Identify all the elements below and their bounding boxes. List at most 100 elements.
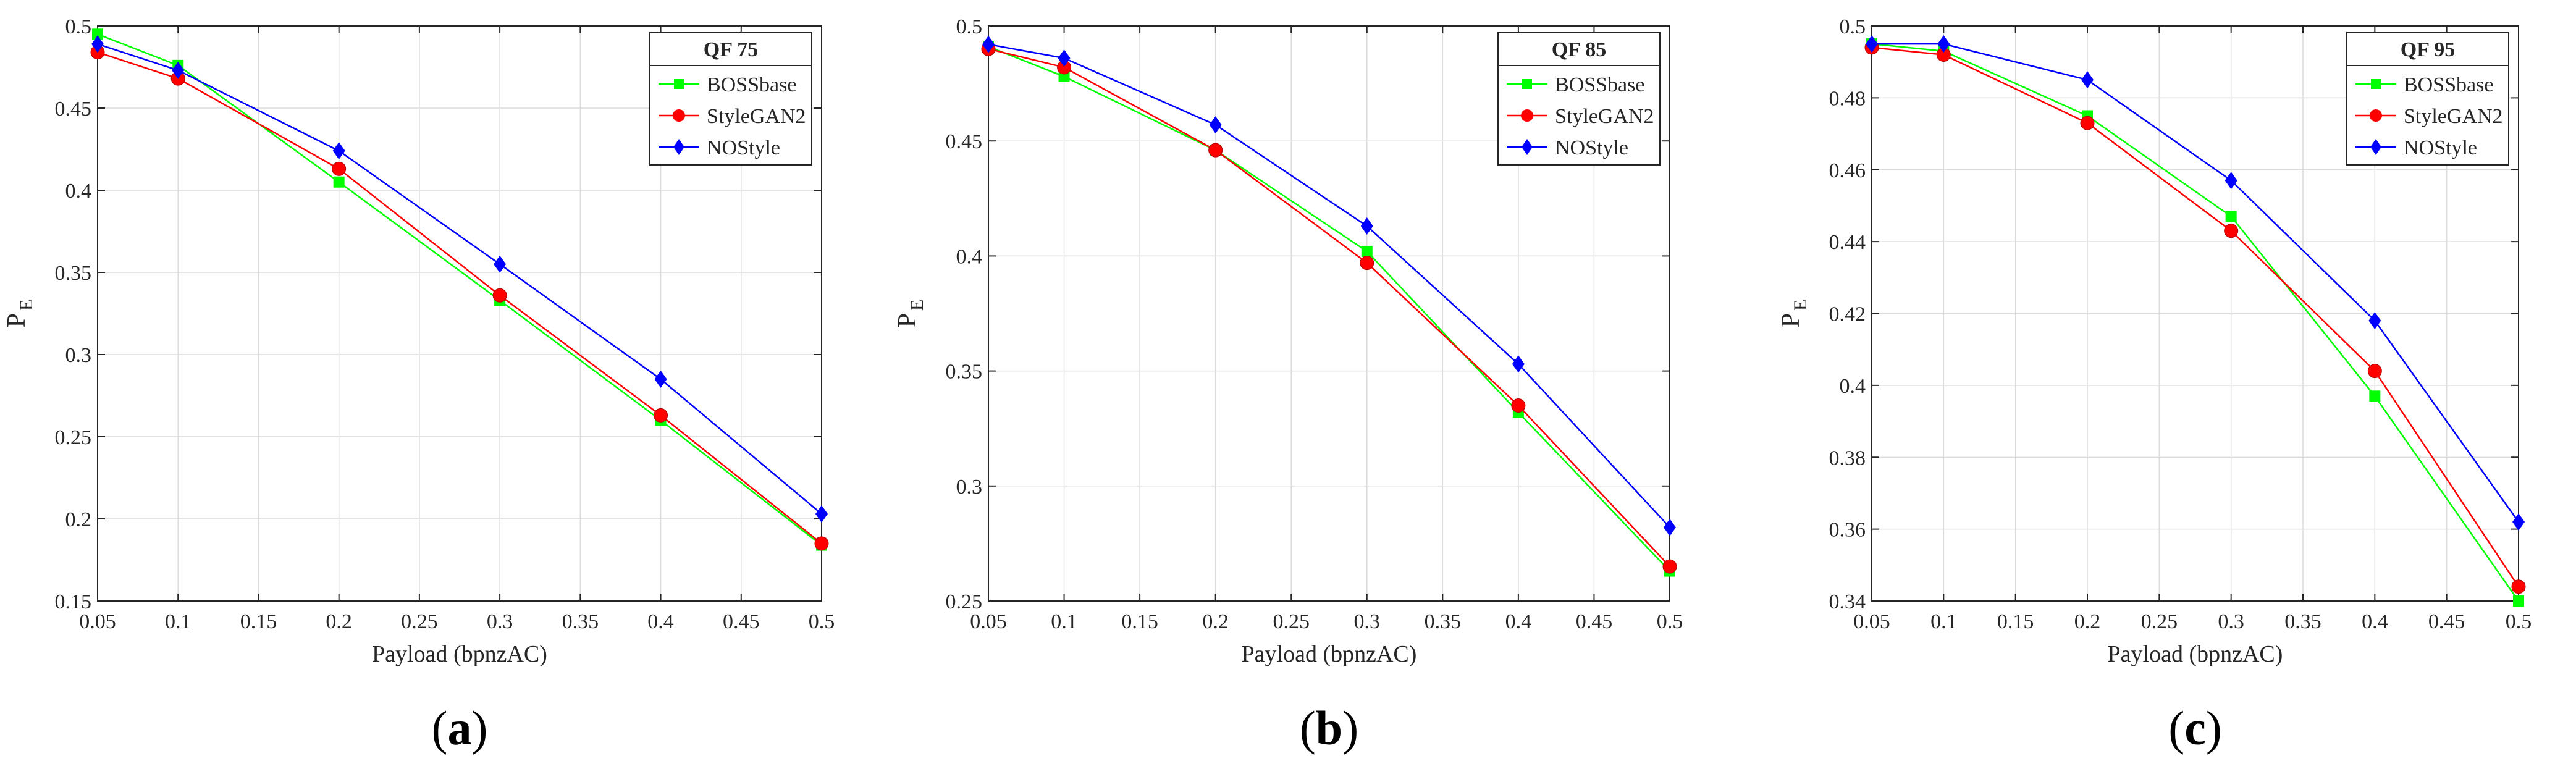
data-point-nostyle [1664, 518, 1676, 536]
x-tick-label: 0.1 [1051, 610, 1077, 633]
data-point-stylegan2 [1662, 559, 1677, 574]
x-tick-label: 0.2 [2074, 610, 2101, 633]
x-axis-label: Payload (bpnzAC) [2108, 641, 2283, 667]
y-tick-label: 0.5 [65, 15, 92, 38]
legend-entry-nostyle: NOStyle [707, 137, 780, 159]
y-tick-label: 0.5 [1840, 15, 1866, 38]
y-axis-label-subscript: E [1790, 300, 1811, 311]
x-tick-label: 0.45 [2428, 610, 2465, 633]
data-point-nostyle [1937, 35, 1950, 53]
legend-marker-diamond [1522, 139, 1533, 155]
y-tick-label: 0.38 [1829, 447, 1866, 469]
legend-entry-stylegan2: StyleGAN2 [707, 105, 806, 128]
panel-label-close: ) [472, 701, 488, 755]
legend-entry-stylegan2: StyleGAN2 [1555, 105, 1654, 128]
series-line-stylegan2 [1871, 46, 2520, 587]
x-axis-label: Payload (bpnzAC) [1242, 641, 1417, 667]
data-point-nostyle [1512, 355, 1525, 373]
data-point-stylegan2 [2511, 579, 2526, 594]
legend-entry-bossbase: BOSSbase [2404, 74, 2493, 96]
y-axis-label: PE [893, 300, 927, 328]
x-tick-label: 0.35 [2284, 610, 2321, 633]
legend-marker-diamond [673, 139, 684, 155]
panel-label-open: ( [2168, 701, 2184, 755]
y-tick-label: 0.48 [1829, 87, 1866, 110]
plot-frame [988, 25, 1670, 602]
y-tick-label: 0.4 [956, 245, 983, 268]
data-point-stylegan2 [1511, 398, 1526, 413]
panel-label-open: ( [432, 701, 448, 755]
series-line-stylegan2 [988, 48, 1670, 567]
data-point-nostyle [1360, 217, 1373, 235]
y-tick-label: 0.2 [65, 508, 92, 531]
legend-marker-circle [673, 109, 685, 122]
legend-entry-bossbase: BOSSbase [707, 74, 796, 96]
panel-label: (a) [432, 701, 488, 755]
x-tick-label: 0.25 [1273, 610, 1310, 633]
data-point-stylegan2 [1208, 143, 1223, 158]
data-point-bossbase [2225, 211, 2237, 222]
x-tick-label: 0.35 [562, 610, 599, 633]
y-tick-label: 0.35 [55, 262, 92, 285]
y-axis-label-subscript: E [907, 300, 927, 311]
y-tick-label: 0.45 [946, 130, 983, 153]
y-tick-label: 0.4 [65, 180, 92, 203]
data-point-stylegan2 [654, 408, 668, 423]
x-tick-label: 0.45 [723, 610, 760, 633]
series-line-bossbase [97, 33, 822, 546]
y-tick-label: 0.45 [55, 98, 92, 120]
x-tick-label: 0.3 [1354, 610, 1381, 633]
data-point-nostyle [332, 142, 345, 160]
x-tick-label: 0.1 [1930, 610, 1957, 633]
legend-marker-circle [2370, 109, 2382, 122]
data-point-stylegan2 [492, 288, 507, 303]
x-tick-label: 0.5 [809, 610, 835, 633]
data-point-bossbase [333, 176, 345, 188]
legend-entry-stylegan2: StyleGAN2 [2404, 105, 2503, 128]
y-tick-label: 0.44 [1829, 231, 1866, 254]
y-axis-label-subscript: E [16, 300, 36, 311]
y-axis-label-main: P [2, 313, 31, 327]
x-tick-label: 0.45 [1576, 610, 1613, 633]
y-tick-label: 0.46 [1829, 159, 1866, 182]
x-tick-label: 0.4 [1505, 610, 1532, 633]
x-axis-label: Payload (bpnzAC) [372, 641, 547, 667]
y-tick-label: 0.5 [956, 15, 983, 38]
legend-title: QF 85 [1552, 38, 1606, 61]
y-tick-label: 0.3 [956, 476, 983, 498]
legend: QF 85 BOSSbase StyleGAN2 NOStyle [1497, 32, 1661, 166]
data-point-stylegan2 [2080, 116, 2095, 130]
panel-label-open: ( [1300, 701, 1316, 755]
data-point-nostyle [2512, 513, 2525, 531]
y-axis-label: PE [2, 300, 36, 328]
data-point-nostyle [172, 61, 185, 79]
panel-label: (b) [1300, 701, 1358, 755]
x-tick-label: 0.15 [240, 610, 277, 633]
y-tick-label: 0.36 [1829, 519, 1866, 542]
data-point-stylegan2 [332, 161, 347, 176]
x-tick-label: 0.05 [79, 610, 116, 633]
y-axis-label: PE [1777, 300, 1811, 328]
panel-label-letter: b [1316, 701, 1342, 755]
series-line-nostyle [97, 43, 822, 515]
data-point-stylegan2 [1360, 256, 1374, 271]
panel-label-letter: c [2184, 701, 2206, 755]
x-tick-label: 0.3 [2218, 610, 2244, 633]
x-tick-label: 0.4 [647, 610, 674, 633]
y-tick-label: 0.42 [1829, 303, 1866, 326]
data-point-nostyle [2081, 71, 2094, 89]
panel-label: (c) [2168, 701, 2222, 755]
data-point-nostyle [1209, 116, 1222, 134]
data-point-nostyle [654, 370, 667, 388]
series-line-bossbase [988, 46, 1670, 572]
x-tick-label: 0.35 [1425, 610, 1462, 633]
x-tick-label: 0.3 [487, 610, 513, 633]
x-tick-label: 0.5 [2506, 610, 2532, 633]
data-point-nostyle [1058, 49, 1071, 67]
data-point-stylegan2 [2367, 364, 2382, 379]
x-tick-label: 0.5 [1657, 610, 1683, 633]
y-tick-label: 0.3 [65, 344, 92, 367]
x-tick-label: 0.25 [401, 610, 438, 633]
x-tick-label: 0.15 [1121, 610, 1158, 633]
